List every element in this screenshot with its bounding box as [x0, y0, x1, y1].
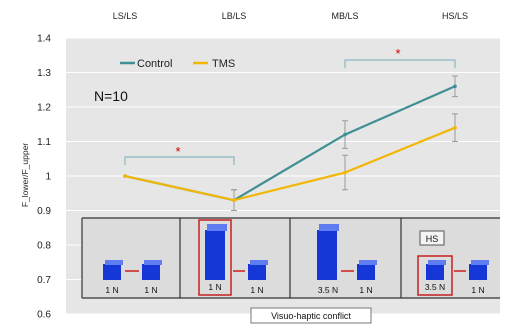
cube-right-small — [142, 264, 160, 280]
significance-bracket-right — [344, 59, 456, 68]
cube-left-big — [317, 230, 337, 280]
legend-label-tms: TMS — [212, 58, 235, 70]
panel-3: 3.5 N 1 N — [317, 224, 377, 295]
cube-right-small-top — [250, 260, 268, 265]
cube-left-small — [103, 264, 121, 280]
hs-label-box — [419, 230, 445, 246]
cube-right-small — [357, 264, 375, 280]
cube-left-big-top — [319, 224, 339, 231]
significance-star-left: * — [175, 144, 180, 159]
y-tick-0.6: 0.6 — [37, 310, 51, 321]
highlight-box — [198, 219, 232, 296]
y-tick-0.7: 0.7 — [37, 275, 51, 286]
series-line-tms — [124, 126, 456, 202]
condition-panels: 1 N 1 N 1 N 1 N 3.5 N 1 N HS — [81, 217, 500, 324]
y-tick-1.3: 1.3 — [37, 68, 51, 79]
y-tick-1.2: 1.2 — [37, 103, 51, 114]
cube-left-small — [426, 264, 444, 280]
y-axis-label: F_lower/F_upper — [20, 143, 30, 207]
significance-star-right: * — [395, 46, 400, 61]
force-right: 1 N — [144, 285, 157, 295]
force-left: 3.5 N — [318, 285, 338, 295]
point-control-4 — [453, 84, 457, 89]
condition-label-4: HS/LS — [442, 11, 468, 21]
hs-label: HS — [426, 234, 439, 244]
condition-label-2: LB/LS — [222, 11, 247, 21]
point-tms-4 — [453, 125, 457, 130]
cube-right-small-top — [144, 260, 162, 265]
conflict-label: Visuo-haptic conflict — [271, 311, 351, 321]
cube-right-small — [469, 264, 487, 280]
highlight-box — [417, 255, 453, 296]
panel-2: 1 N 1 N — [198, 219, 268, 296]
panel-4: HS 3.5 N 1 N — [417, 230, 489, 296]
condition-label-1: LS/LS — [113, 11, 138, 21]
point-tms-3 — [343, 170, 347, 175]
significance-bracket-left — [124, 156, 235, 165]
force-right: 1 N — [359, 285, 372, 295]
condition-label-3: MB/LS — [331, 11, 358, 21]
y-tick-1.1: 1.1 — [37, 137, 51, 148]
cube-right-small — [248, 264, 266, 280]
force-left: 1 N — [105, 285, 118, 295]
cube-left-big-top — [207, 224, 227, 231]
cube-left-small-top — [428, 260, 446, 265]
cube-left-small-top — [105, 260, 123, 265]
y-tick-1: 1 — [45, 172, 51, 183]
cube-right-small-top — [471, 260, 489, 265]
force-left: 1 N — [208, 282, 221, 292]
y-tick-0.8: 0.8 — [37, 241, 51, 252]
y-tick-1.4: 1.4 — [37, 34, 51, 45]
point-control-3 — [343, 132, 347, 137]
point-tms-1 — [123, 174, 127, 178]
point-tms-2 — [232, 198, 236, 202]
force-left: 3.5 N — [425, 282, 445, 292]
force-right: 1 N — [471, 285, 484, 295]
legend-label-control: Control — [137, 58, 172, 70]
series-layer — [123, 75, 458, 211]
panel-1: 1 N 1 N — [103, 260, 162, 295]
cube-left-big — [205, 230, 225, 280]
cube-right-small-top — [359, 260, 377, 265]
force-right: 1 N — [250, 285, 263, 295]
y-tick-0.9: 0.9 — [37, 206, 51, 217]
conflict-label-box — [250, 307, 372, 324]
n-annotation: N=10 — [94, 88, 128, 104]
